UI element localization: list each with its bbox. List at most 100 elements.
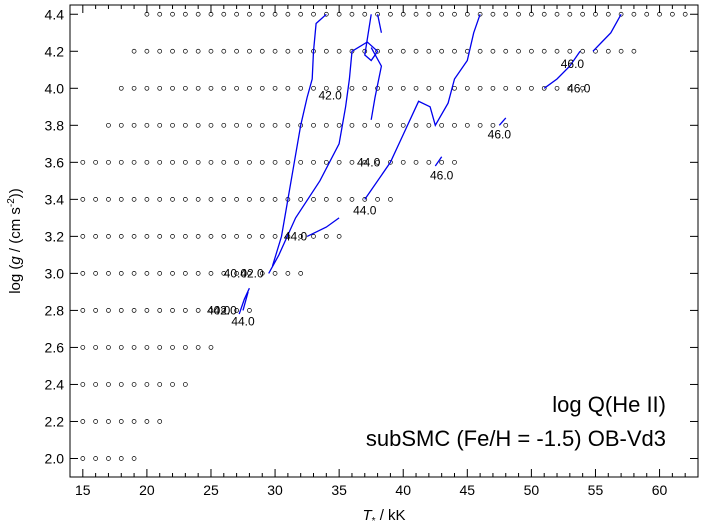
x-tick-label: 35 xyxy=(331,482,347,498)
grid-point xyxy=(234,234,239,239)
grid-point xyxy=(477,48,483,54)
grid-point xyxy=(323,11,329,17)
contour-label: 40.0 xyxy=(207,303,231,317)
grid-point xyxy=(182,197,188,202)
grid-point xyxy=(144,271,150,276)
grid-point xyxy=(426,85,432,91)
grid-point xyxy=(195,308,201,313)
grid-point xyxy=(157,159,163,165)
grid-point xyxy=(182,382,188,387)
grid-point xyxy=(80,345,86,350)
grid-point xyxy=(285,159,291,165)
contour-line xyxy=(376,14,383,33)
grid-point xyxy=(247,197,252,202)
grid-point xyxy=(80,382,86,387)
grid-point xyxy=(80,159,86,165)
grid-point xyxy=(259,159,265,165)
grid-point xyxy=(131,271,137,276)
grid-point xyxy=(336,11,342,17)
grid-point xyxy=(234,11,239,17)
grid-point xyxy=(157,345,163,350)
grid-point xyxy=(247,85,252,91)
grid-point xyxy=(362,159,368,165)
grid-point xyxy=(272,11,278,17)
x-tick-label: 45 xyxy=(460,482,476,498)
grid-point xyxy=(182,308,188,313)
y-tick-label: 2.2 xyxy=(45,413,65,429)
contour-line xyxy=(242,291,249,311)
grid-point xyxy=(413,11,419,17)
grid-point xyxy=(349,122,355,128)
grid-point xyxy=(93,159,98,165)
grid-point xyxy=(298,48,304,54)
grid-point xyxy=(477,85,483,91)
grid-point xyxy=(118,271,124,276)
contour-label: 42.0 xyxy=(213,303,237,317)
grid-point xyxy=(426,122,432,128)
grid-point xyxy=(118,122,124,128)
grid-point xyxy=(670,11,675,17)
grid-point xyxy=(106,456,111,461)
grid-point xyxy=(195,122,201,128)
grid-point xyxy=(311,11,316,17)
grid-point xyxy=(118,345,124,350)
grid-point xyxy=(131,48,137,54)
grid-point xyxy=(516,85,521,91)
grid-point xyxy=(285,271,291,276)
grid-point xyxy=(131,345,137,350)
y-tick-label: 2.4 xyxy=(45,376,65,392)
grid-point xyxy=(106,271,111,276)
grid-point xyxy=(400,85,406,91)
grid-point xyxy=(298,197,304,202)
ticks: 15 20 25 30 35 40 45 50 55 60 2.0 2.2 2.4 2.6 2.8 3.0 3.… xyxy=(45,5,699,498)
grid-point xyxy=(503,85,509,91)
grid-point xyxy=(490,85,496,91)
grid-point xyxy=(272,48,278,54)
grid-point xyxy=(452,159,457,165)
grid-point xyxy=(157,308,163,313)
contour-label: 44.0 xyxy=(284,229,308,243)
grid-point xyxy=(106,382,111,387)
grid-point xyxy=(106,419,111,424)
grid-point xyxy=(400,48,406,54)
grid-point xyxy=(106,159,111,165)
grid-point xyxy=(362,122,368,128)
grid-point xyxy=(618,48,624,54)
grid-point xyxy=(144,419,150,424)
grid-point xyxy=(208,345,214,350)
grid-point xyxy=(234,85,239,91)
grid-point xyxy=(426,48,432,54)
grid-point xyxy=(144,382,150,387)
y-tick-label: 3.8 xyxy=(45,117,65,133)
grid-point xyxy=(452,48,457,54)
contour-label: 46.0 xyxy=(567,81,591,95)
grid-point xyxy=(439,11,445,17)
grid-point xyxy=(336,234,342,239)
y-tick-label: 4.4 xyxy=(45,6,65,22)
grid-point xyxy=(131,234,137,239)
contour-label: 42.0 xyxy=(240,266,264,280)
grid-point xyxy=(349,85,355,91)
grid-point xyxy=(323,197,329,202)
contour-line xyxy=(306,217,340,237)
grid-point xyxy=(106,234,111,239)
grid-point xyxy=(285,48,291,54)
grid-point xyxy=(234,122,239,128)
grid-point xyxy=(170,11,175,17)
grid-point xyxy=(388,159,393,165)
grid-point xyxy=(93,308,98,313)
grid-point xyxy=(170,345,175,350)
x-tick-label: 25 xyxy=(203,482,219,498)
grid-point xyxy=(144,85,150,91)
grid-point xyxy=(400,11,406,17)
grid-point xyxy=(529,11,534,17)
grid-point xyxy=(144,234,150,239)
grid-point xyxy=(144,197,150,202)
grid-point xyxy=(554,48,560,54)
grid-point xyxy=(580,11,586,17)
grid-point xyxy=(349,11,355,17)
grid-point xyxy=(157,382,163,387)
grid-point xyxy=(388,197,393,202)
grid-point xyxy=(567,85,573,91)
grid-point xyxy=(426,11,432,17)
